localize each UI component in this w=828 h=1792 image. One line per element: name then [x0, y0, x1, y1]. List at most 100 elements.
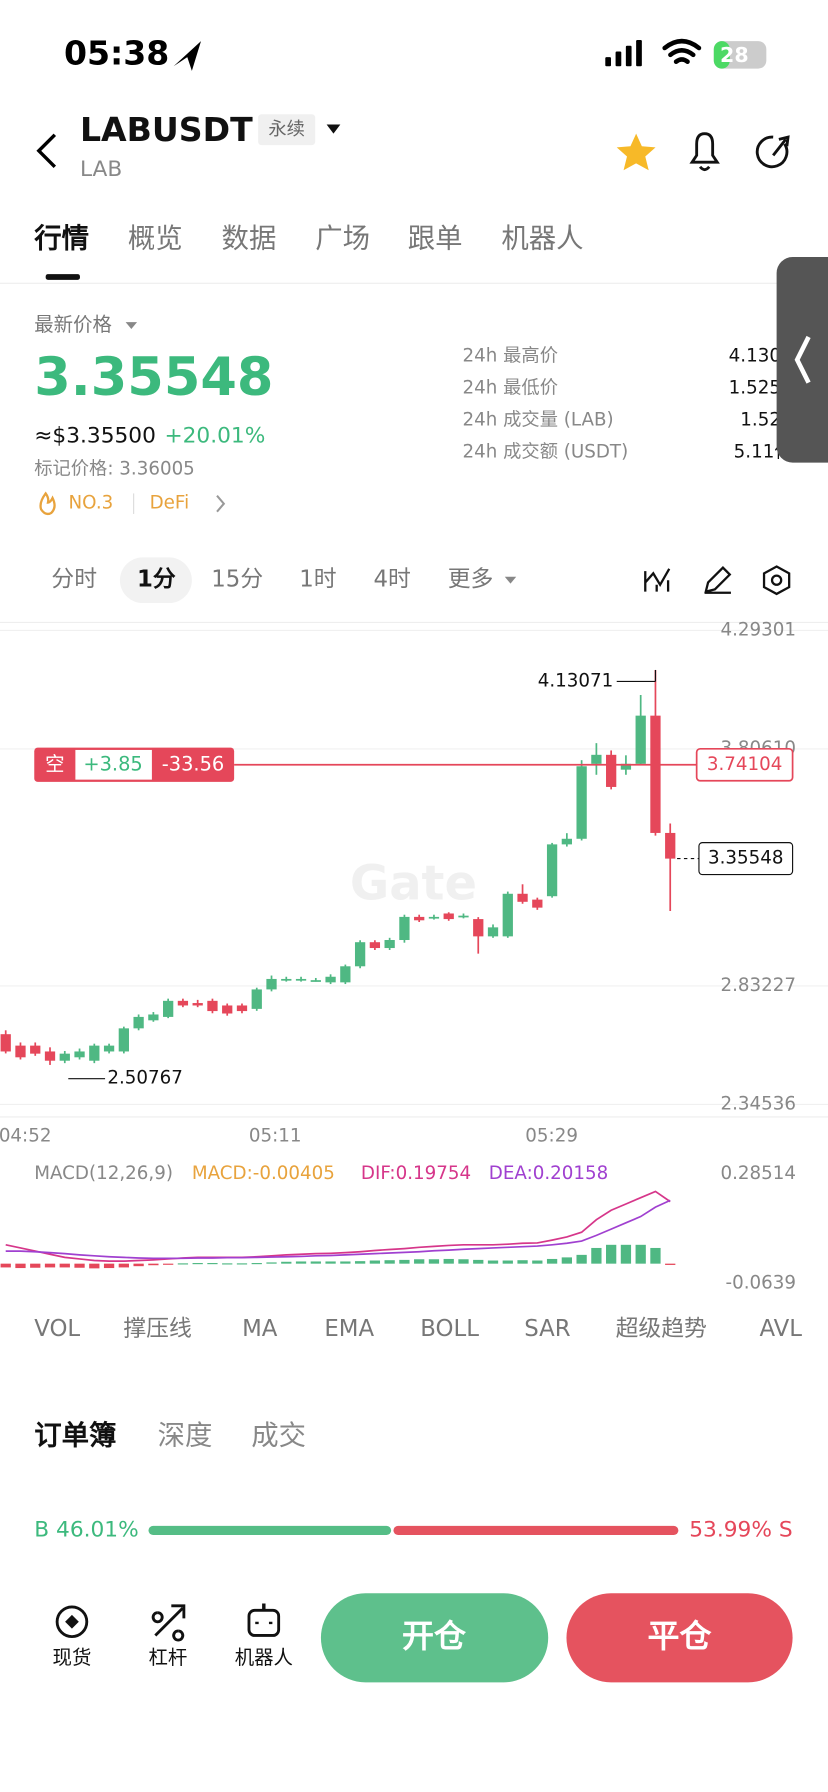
timeframe[interactable]: 1分 — [137, 567, 176, 593]
timeframe[interactable]: 15分 — [211, 567, 263, 593]
macd-bar — [163, 1263, 174, 1265]
position-pnl-bg — [75, 749, 152, 780]
timeframe[interactable]: 更多 — [448, 567, 494, 593]
indicator-tab[interactable]: 撑压线 — [123, 1316, 191, 1342]
orderbook-tab[interactable]: 订单簿 — [34, 1420, 116, 1451]
tab[interactable]: 概览 — [128, 223, 183, 254]
mark-price: 标记价格: 3.36005 — [34, 458, 195, 479]
candle-body — [399, 916, 410, 941]
candle-body — [15, 1045, 26, 1058]
tab[interactable]: 广场 — [315, 223, 370, 254]
sector[interactable]: DeFi — [150, 493, 190, 514]
macd-bar — [325, 1261, 336, 1264]
macd-bar — [0, 1263, 11, 1268]
candle-body — [576, 766, 587, 839]
side-drawer[interactable] — [776, 257, 828, 463]
draw-icon[interactable] — [704, 566, 732, 594]
timeframe[interactable]: 4时 — [373, 567, 410, 593]
indicator-tab[interactable]: AVL — [759, 1316, 802, 1342]
open-button[interactable] — [320, 1593, 549, 1683]
macd-bar — [369, 1260, 381, 1264]
macd-title: MACD(12,26,9) — [34, 1163, 173, 1184]
candle-body — [103, 1045, 115, 1052]
symbol-dropdown[interactable] — [326, 124, 341, 134]
macd-bar — [635, 1244, 646, 1264]
tab[interactable]: 数据 — [222, 223, 277, 254]
orderbook-tab[interactable]: 深度 — [158, 1420, 213, 1451]
candle-body — [133, 1016, 144, 1029]
macd-bar — [251, 1263, 262, 1265]
candle-body — [517, 893, 528, 902]
y-tick-label: 2.34536 — [720, 1093, 796, 1114]
macd-tick-label: -0.0639 — [726, 1273, 797, 1294]
alert-icon[interactable] — [689, 132, 720, 172]
candle-body — [591, 754, 602, 764]
nav-item[interactable]: 现货 — [53, 1646, 92, 1669]
indicator-tab[interactable]: SAR — [524, 1316, 571, 1342]
indicator-tab[interactable]: MA — [242, 1316, 278, 1342]
position-price: 3.74104 — [707, 754, 783, 775]
favorite-icon[interactable] — [616, 133, 656, 171]
sell-bar — [393, 1525, 679, 1535]
x-tick-label: 05:29 — [525, 1125, 578, 1146]
bot-icon-detail — [255, 1603, 273, 1625]
candle-body — [502, 893, 513, 937]
candle-body — [340, 966, 351, 983]
macd-bar — [30, 1263, 41, 1268]
candle-body — [281, 978, 292, 981]
nav-item[interactable]: 杠杆 — [148, 1646, 187, 1669]
candle-body — [266, 978, 277, 990]
orderbook-tab[interactable]: 成交 — [251, 1420, 306, 1451]
location-icon — [173, 41, 202, 71]
macd-bar — [502, 1260, 513, 1264]
candle-body — [606, 754, 617, 787]
candle-body — [192, 1003, 203, 1006]
symbol: LABUSDT — [80, 110, 253, 149]
indicator-tab[interactable]: VOL — [34, 1316, 80, 1342]
close-button[interactable] — [566, 1593, 793, 1683]
candle-body — [148, 1014, 159, 1021]
tab[interactable]: 跟单 — [408, 223, 463, 254]
open-button-text[interactable]: 开仓 — [402, 1617, 467, 1655]
usd-price: ≈$3.35500 — [34, 423, 156, 448]
tab[interactable]: 行情 — [33, 222, 89, 254]
macd-bar — [650, 1247, 661, 1264]
close-button-text[interactable]: 平仓 — [648, 1617, 713, 1655]
share-icon[interactable] — [755, 135, 790, 169]
wifi-icon — [662, 38, 702, 65]
candle-body — [89, 1045, 100, 1061]
indicator-icon[interactable] — [644, 568, 671, 592]
y-tick-label: 2.83227 — [720, 975, 796, 996]
candle-body — [384, 940, 395, 949]
indicator-tab[interactable]: 超级趋势 — [616, 1316, 707, 1342]
candle-body — [118, 1028, 129, 1052]
candle-body — [59, 1053, 70, 1061]
margin-icon — [151, 1604, 186, 1642]
macd-bar — [532, 1260, 543, 1264]
macd-bar — [59, 1263, 70, 1268]
back-button[interactable] — [36, 133, 57, 169]
more-dropdown[interactable] — [504, 576, 517, 584]
candle-body — [635, 715, 646, 764]
candle-body — [620, 763, 632, 770]
indicator-tab[interactable]: EMA — [324, 1316, 374, 1342]
nav-item[interactable]: 机器人 — [235, 1646, 293, 1669]
macd-bar — [458, 1259, 469, 1264]
spot-icon-inner — [65, 1614, 79, 1629]
tab[interactable]: 机器人 — [501, 223, 583, 254]
price-dropdown[interactable] — [125, 322, 138, 329]
timeframe[interactable]: 分时 — [51, 567, 97, 593]
macd-bar — [192, 1263, 203, 1265]
timeframe[interactable]: 1时 — [299, 567, 336, 593]
clock: 05:38 — [64, 33, 169, 72]
settings-icon[interactable] — [762, 565, 791, 596]
macd-bar — [517, 1260, 528, 1264]
macd-bar — [473, 1259, 484, 1264]
indicator-tab[interactable]: BOLL — [420, 1316, 479, 1342]
candle-body — [473, 919, 484, 937]
candle-body — [74, 1051, 85, 1058]
candle-body — [354, 942, 366, 967]
x-tick-label: 05:11 — [249, 1125, 302, 1146]
macd-bar — [74, 1263, 85, 1268]
